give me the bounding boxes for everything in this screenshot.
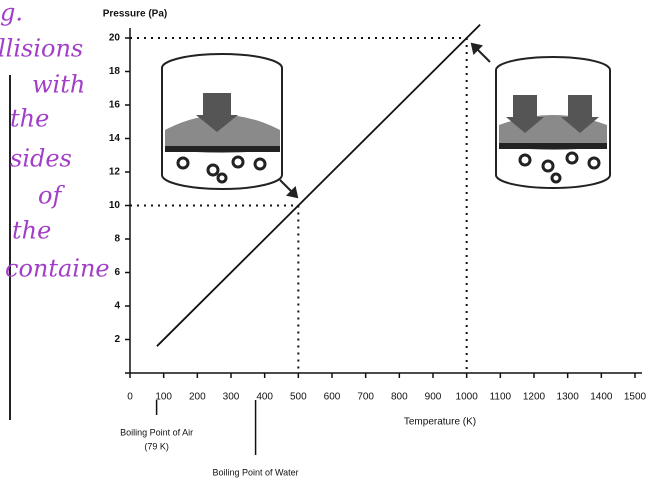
handwritten-note: of xyxy=(38,182,65,210)
container-illustration xyxy=(162,54,282,189)
x-tick-label: 300 xyxy=(223,392,240,403)
y-tick-label: 10 xyxy=(109,200,121,211)
y-tick-label: 18 xyxy=(109,66,121,77)
x-tick-label: 700 xyxy=(357,392,374,403)
page: Pressure (Pa) Temperature (K) 2 4 6 8 10 12 14… xyxy=(0,0,656,483)
x-tick-label: 0 xyxy=(127,392,133,403)
y-tick-label: 2 xyxy=(114,334,120,345)
handwritten-note: the xyxy=(12,217,51,245)
y-axis-label: Pressure (Pa) xyxy=(103,9,167,20)
x-axis-label: Temperature (K) xyxy=(404,417,476,428)
handwritten-note: containe xyxy=(5,255,110,283)
annotation-sublabel: (79 K) xyxy=(144,441,169,451)
x-tick-label: 100 xyxy=(155,392,172,403)
y-tick-label: 20 xyxy=(109,33,121,44)
y-tick-label: 4 xyxy=(114,301,120,312)
x-tick-label: 400 xyxy=(256,392,273,403)
x-tick-label: 1000 xyxy=(456,392,479,403)
y-tick-label: 12 xyxy=(109,167,121,178)
container-illustration xyxy=(496,57,610,188)
annotation-label: Boiling Point of Water xyxy=(212,467,298,477)
x-tick-label: 1100 xyxy=(490,392,512,403)
x-tick-label: 1500 xyxy=(624,392,647,403)
x-tick-label: 1200 xyxy=(523,392,546,403)
y-tick-label: 14 xyxy=(109,133,121,144)
x-tick-label: 900 xyxy=(425,392,442,403)
x-tick-label: 1400 xyxy=(590,392,613,403)
handwritten-note: the xyxy=(10,105,49,133)
x-tick-label: 200 xyxy=(189,392,206,403)
x-tick-label: 1300 xyxy=(557,392,580,403)
y-tick-label: 8 xyxy=(114,234,120,245)
y-tick-label: 16 xyxy=(109,100,121,111)
y-tick-label: 6 xyxy=(114,267,120,278)
x-tick-label: 500 xyxy=(290,392,307,403)
x-tick-label: 800 xyxy=(391,392,408,403)
handwritten-note: llisions xyxy=(0,35,83,63)
annotation-label: Boiling Point of Air xyxy=(120,427,193,437)
x-tick-label: 600 xyxy=(324,392,341,403)
handwritten-note: sides xyxy=(10,145,72,173)
handwritten-note: g. xyxy=(0,0,23,27)
handwritten-note: with xyxy=(32,71,85,99)
